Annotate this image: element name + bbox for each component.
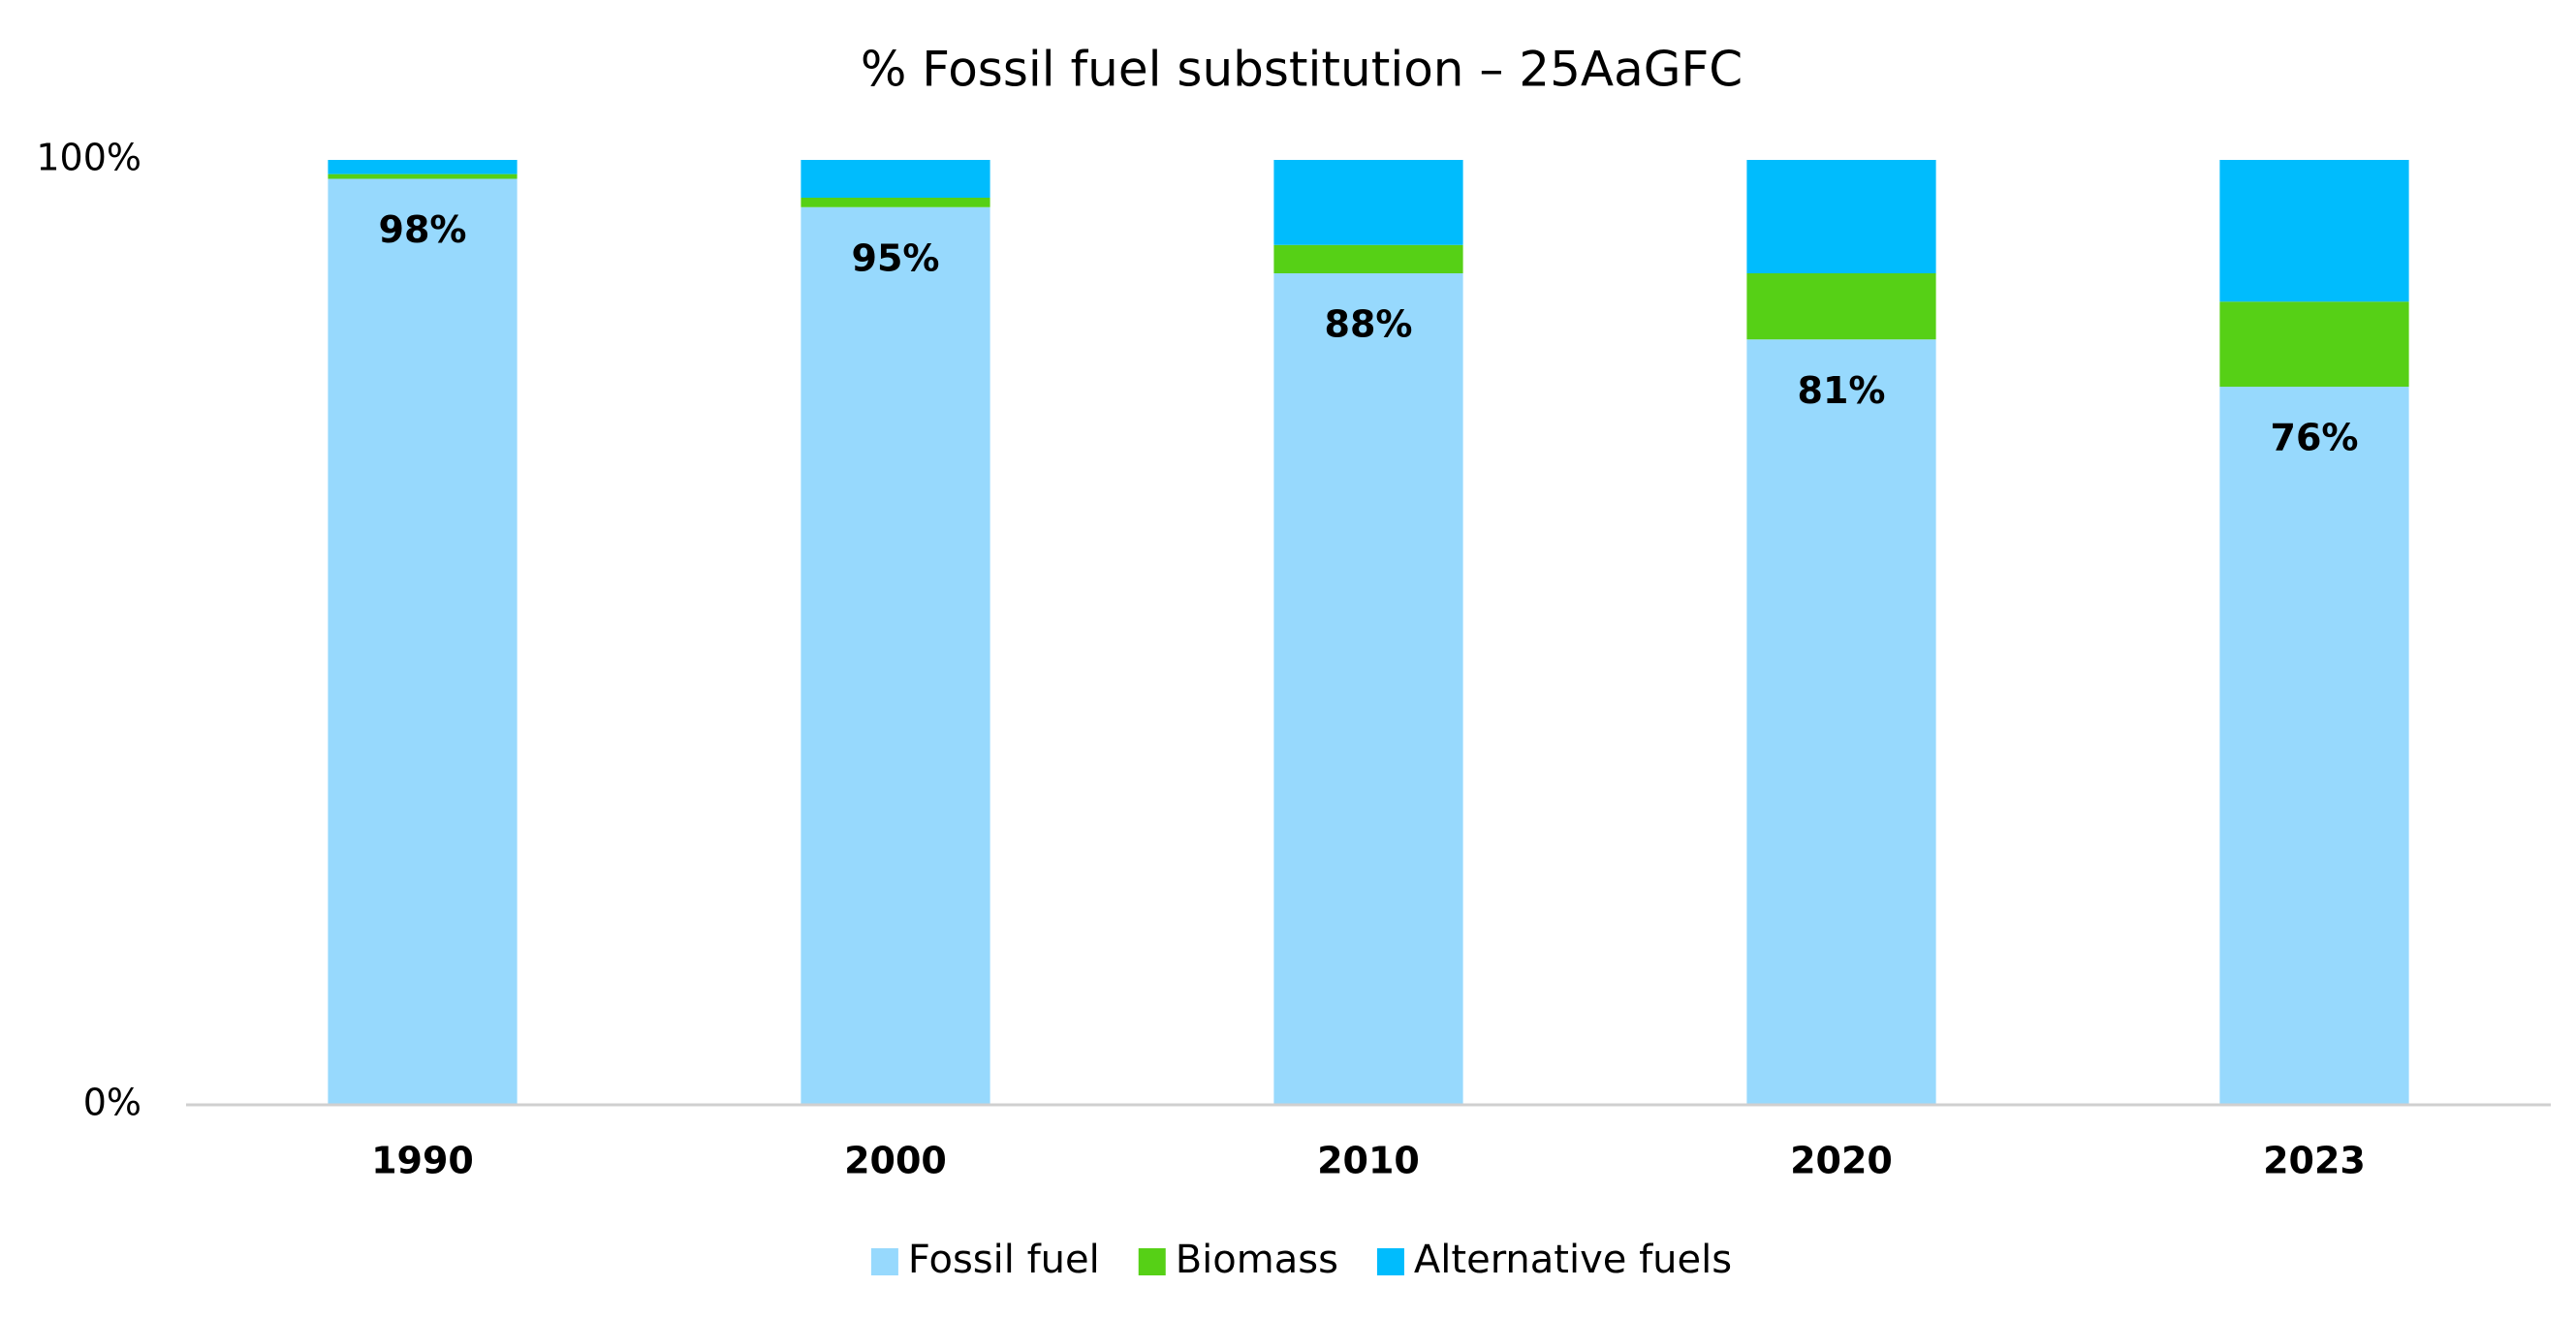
x-tick-label: 2000 (844, 1140, 947, 1182)
y-tick-label: 0% (83, 1082, 141, 1124)
x-tick-label: 2010 (1317, 1140, 1420, 1182)
y-tick-label: 100% (36, 137, 141, 179)
chart-title: % Fossil fuel substitution – 25AaGFC (861, 42, 1743, 98)
data-label: 81% (1798, 369, 1886, 412)
bar-segment (1273, 160, 1463, 245)
bar-segment (2219, 301, 2409, 387)
legend-swatch (870, 1248, 898, 1275)
bar-segment (328, 160, 518, 174)
bar-segment (328, 173, 518, 179)
legend-label: Biomass (1176, 1238, 1338, 1282)
bar-segment (2219, 387, 2409, 1105)
bar-segment (1273, 273, 1463, 1105)
data-label: 98% (379, 208, 467, 251)
legend-label: Fossil fuel (908, 1238, 1100, 1282)
bar-segment (328, 178, 518, 1105)
bar-segment (801, 198, 990, 207)
bar-segment (1746, 339, 1936, 1105)
bar-segment (801, 160, 990, 198)
bar-segment (1746, 273, 1936, 340)
x-tick-label: 1990 (371, 1140, 474, 1182)
bar-segment (1746, 160, 1936, 273)
legend-swatch (1138, 1248, 1166, 1275)
data-label: 76% (2271, 417, 2359, 459)
data-label: 88% (1325, 303, 1413, 346)
legend-label: Alternative fuels (1414, 1238, 1732, 1282)
data-label: 95% (852, 236, 940, 279)
bar-segment (801, 206, 990, 1105)
legend-swatch (1376, 1248, 1404, 1275)
x-tick-label: 2023 (2263, 1140, 2366, 1182)
x-tick-label: 2020 (1790, 1140, 1893, 1182)
bar-segment (2219, 160, 2409, 302)
bar-segment (1273, 244, 1463, 273)
